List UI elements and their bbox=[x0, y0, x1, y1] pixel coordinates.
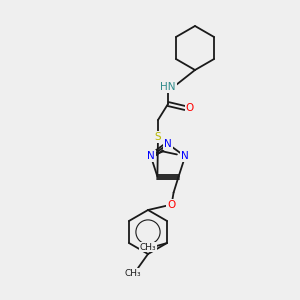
Text: N: N bbox=[164, 139, 172, 149]
Text: CH₃: CH₃ bbox=[140, 242, 156, 251]
Text: O: O bbox=[167, 200, 176, 210]
Text: HN: HN bbox=[160, 82, 176, 92]
Text: CH₃: CH₃ bbox=[125, 268, 141, 278]
Text: S: S bbox=[155, 132, 161, 142]
Text: O: O bbox=[186, 103, 194, 113]
Text: N: N bbox=[181, 152, 189, 161]
Text: N: N bbox=[147, 152, 155, 161]
